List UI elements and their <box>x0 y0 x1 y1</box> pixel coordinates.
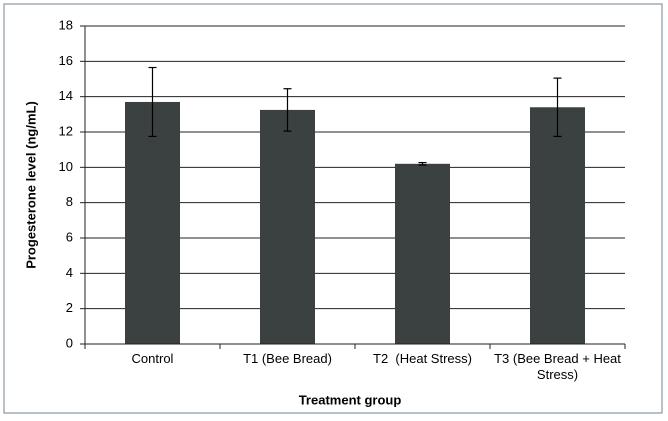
y-tick-label: 0 <box>66 335 73 350</box>
x-tick-label: T2 (Heat Stress) <box>373 351 472 366</box>
y-tick-label: 16 <box>59 53 73 68</box>
bar <box>125 101 180 344</box>
x-tick-label: T3 (Bee Bread + Heat Stress) <box>494 351 621 382</box>
y-tick-label: 8 <box>66 194 73 209</box>
y-tick-label: 12 <box>59 123 73 138</box>
x-tick-label: T1 (Bee Bread) <box>243 351 332 366</box>
y-tick-label: 6 <box>66 229 73 244</box>
y-tick-label: 10 <box>59 159 73 174</box>
y-tick-label: 18 <box>59 17 73 32</box>
x-axis-label: Treatment group <box>299 392 402 407</box>
y-tick-label: 4 <box>66 265 73 280</box>
y-axis-label: Progesterone level (ng/mL) <box>23 101 38 269</box>
bar <box>260 109 315 345</box>
bar <box>530 107 585 345</box>
y-tick-label: 2 <box>66 300 73 315</box>
y-tick-label: 14 <box>59 88 73 103</box>
bar <box>395 163 450 344</box>
x-tick-label: Control <box>131 351 174 366</box>
